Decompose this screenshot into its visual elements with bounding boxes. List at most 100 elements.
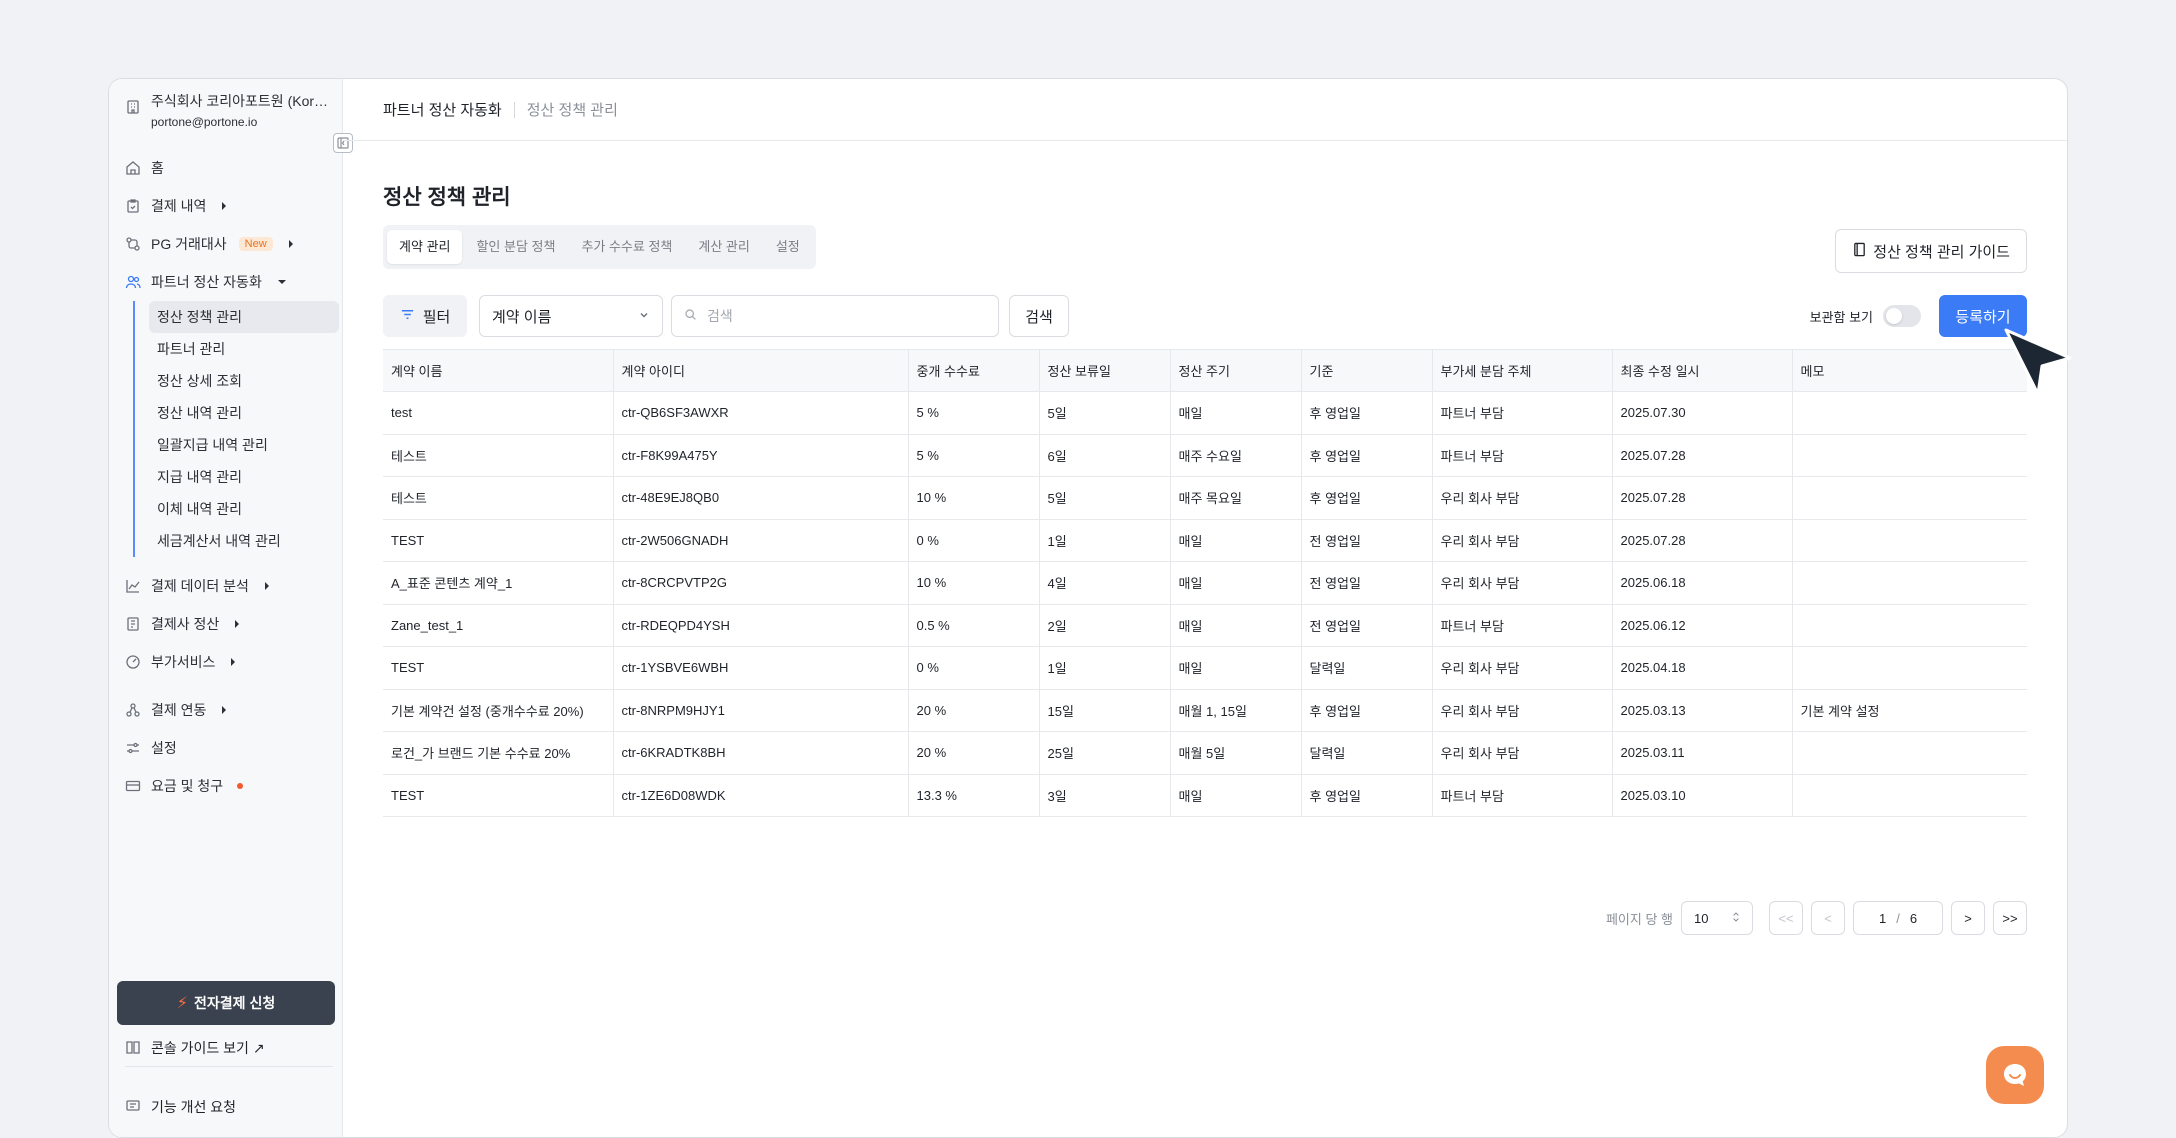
cell-memo	[1792, 646, 2027, 690]
cell-id: ctr-6KRADTK8BH	[613, 731, 909, 775]
col-memo[interactable]: 메모	[1792, 349, 2027, 392]
apply-payment-button[interactable]: ⚡ 전자결제 신청	[117, 981, 335, 1025]
tab-settings[interactable]: 설정	[775, 239, 800, 254]
tab-discount[interactable]: 할인 분담 정책	[476, 239, 556, 254]
policy-guide-button[interactable]: 정산 정책 관리 가이드	[1835, 229, 2027, 273]
tab-extra-fee[interactable]: 추가 수수료 정책	[581, 239, 673, 254]
sub-item-payout[interactable]: 지급 내역 관리	[157, 469, 243, 485]
col-hold-days[interactable]: 정산 보류일	[1039, 349, 1171, 392]
last-page-button[interactable]: >>	[1993, 901, 2027, 935]
nav-settlement[interactable]: 결제사 정산	[125, 605, 339, 643]
console-window: 주식회사 코리아포트원 (Korea PortOne) portone@port…	[108, 78, 2068, 1138]
col-updated[interactable]: 최종 수정 일시	[1612, 349, 1793, 392]
search-field-select[interactable]: 계약 이름	[479, 295, 663, 337]
next-page-button[interactable]: >	[1951, 901, 1985, 935]
col-fee[interactable]: 중개 수수료	[908, 349, 1040, 392]
cell-id: ctr-48E9EJ8QB0	[613, 476, 909, 520]
feedback-link[interactable]: 기능 개선 요청	[125, 1088, 236, 1126]
console-guide-link[interactable]: 콘솔 가이드 보기 ↗	[125, 1029, 265, 1067]
col-cycle[interactable]: 정산 주기	[1170, 349, 1302, 392]
search-button[interactable]: 검색	[1009, 295, 1069, 337]
col-basis[interactable]: 기준	[1301, 349, 1433, 392]
new-badge: New	[238, 237, 273, 251]
nav-analytics[interactable]: 결제 데이터 분석	[125, 567, 339, 605]
table-row[interactable]: TEST ctr-2W506GNADH 0 % 1일 매일 전 영업일 우리 회사 부담 20…	[383, 519, 2027, 562]
cell-cycle: 매일	[1170, 604, 1302, 647]
archive-toggle[interactable]	[1883, 305, 1921, 327]
tab-calculation[interactable]: 계산 관리	[698, 239, 750, 254]
sub-item-transfer[interactable]: 이체 내역 관리	[157, 501, 243, 517]
table-row[interactable]: Zane_test_1 ctr-RDEQPD4YSH 0.5 % 2일 매일 전 영업일 파…	[383, 604, 2027, 647]
prev-page-button[interactable]: <	[1811, 901, 1845, 935]
sub-item-policy[interactable]: 정산 정책 관리	[149, 301, 339, 333]
cell-vat: 파트너 부담	[1432, 391, 1613, 435]
cell-updated: 2025.03.11	[1612, 731, 1793, 775]
org-switcher[interactable]: 주식회사 코리아포트원 (Korea PortOne) portone@port…	[125, 91, 335, 131]
table-row[interactable]: A_표준 콘텐츠 계약_1 ctr-8CRCPVTP2G 10 % 4일 매일 전 영업일…	[383, 561, 2027, 605]
sub-item-history[interactable]: 정산 내역 관리	[157, 405, 243, 421]
cell-hold: 25일	[1039, 731, 1171, 775]
cell-cycle: 매일	[1170, 391, 1302, 435]
nav-home[interactable]: 홈	[125, 149, 339, 187]
filter-icon	[400, 307, 415, 326]
nav-partner[interactable]: 파트너 정산 자동화	[125, 263, 339, 301]
book-icon	[1852, 242, 1867, 261]
table-row[interactable]: 테스트 ctr-48E9EJ8QB0 10 % 5일 매주 목요일 후 영업일 우리 회사 …	[383, 476, 2027, 520]
table-row[interactable]: 테스트 ctr-F8K99A475Y 5 % 6일 매주 수요일 후 영업일 파트너 부담 2…	[383, 434, 2027, 477]
table-row[interactable]: TEST ctr-1YSBVE6WBH 0 % 1일 매일 달력일 우리 회사 부담 2025…	[383, 646, 2027, 690]
col-contract-name[interactable]: 계약 이름	[383, 349, 614, 392]
sub-item-bulk[interactable]: 일괄지급 내역 관리	[157, 437, 268, 453]
rows-per-page-select[interactable]: 10	[1681, 901, 1753, 935]
nav-integration[interactable]: 결제 연동	[125, 691, 339, 729]
cell-vat: 우리 회사 부담	[1432, 561, 1613, 605]
col-contract-id[interactable]: 계약 아이디	[613, 349, 909, 392]
chat-support-button[interactable]	[1986, 1046, 2044, 1104]
cell-hold: 4일	[1039, 561, 1171, 605]
register-button[interactable]: 등록하기	[1939, 295, 2027, 337]
page-indicator[interactable]: 1 / 6	[1853, 901, 1943, 935]
nav-addons[interactable]: 부가서비스	[125, 643, 339, 681]
cell-basis: 후 영업일	[1301, 434, 1433, 477]
clipboard-icon	[125, 198, 141, 214]
nav-addons-label: 부가서비스	[151, 654, 216, 670]
nav-analytics-label: 결제 데이터 분석	[151, 578, 249, 594]
nav-pg[interactable]: PG 거래대사 New	[125, 225, 339, 263]
nav-spacer	[125, 681, 339, 691]
tab-contracts[interactable]: 계약 관리	[387, 230, 463, 264]
nav-settings[interactable]: 설정	[125, 729, 339, 767]
cell-memo	[1792, 476, 2027, 520]
message-icon	[125, 1098, 141, 1117]
nav-payments[interactable]: 결제 내역	[125, 187, 339, 225]
table-row[interactable]: TEST ctr-1ZE6D08WDK 13.3 % 3일 매일 후 영업일 파트너 부담 2…	[383, 774, 2027, 817]
sub-item-detail[interactable]: 정산 상세 조회	[157, 373, 243, 389]
sub-item-partners[interactable]: 파트너 관리	[157, 341, 226, 357]
table-row[interactable]: test ctr-QB6SF3AWXR 5 % 5일 매일 후 영업일 파트너 부담 2025…	[383, 391, 2027, 435]
cell-cycle: 매일	[1170, 646, 1302, 690]
nav-home-label: 홈	[151, 160, 164, 176]
cell-hold: 15일	[1039, 689, 1171, 732]
cell-vat: 우리 회사 부담	[1432, 731, 1613, 775]
table-row[interactable]: 로건_가 브랜드 기본 수수료 20% ctr-6KRADTK8BH 20 % 25일…	[383, 731, 2027, 775]
caret-right-icon	[264, 582, 269, 590]
search-field-value: 계약 이름	[492, 308, 552, 326]
cell-memo	[1792, 434, 2027, 477]
cell-memo: 기본 계약 설정	[1792, 689, 2027, 732]
breadcrumb-parent[interactable]: 파트너 정산 자동화	[383, 102, 502, 119]
first-page-button[interactable]: <<	[1769, 901, 1803, 935]
cell-updated: 2025.03.13	[1612, 689, 1793, 732]
cell-fee: 5 %	[908, 391, 1040, 435]
filter-button[interactable]: 필터	[383, 295, 467, 337]
table-row[interactable]: 기본 계약건 설정 (중개수수료 20%) ctr-8NRPM9HJY1 20 % 1…	[383, 689, 2027, 732]
sidebar-collapse-button[interactable]	[333, 133, 353, 153]
current-page: 1	[1878, 910, 1887, 926]
building-icon	[125, 99, 141, 115]
search-input[interactable]	[707, 308, 967, 324]
cell-id: ctr-F8K99A475Y	[613, 434, 909, 477]
col-vat[interactable]: 부가세 분담 주체	[1432, 349, 1613, 392]
sub-item-tax[interactable]: 세금계산서 내역 관리	[157, 533, 281, 549]
nav-billing[interactable]: 요금 및 청구	[125, 767, 339, 805]
cell-fee: 0 %	[908, 519, 1040, 562]
archive-label: 보관함 보기	[1809, 309, 1873, 325]
partner-submenu: 정산 정책 관리 파트너 관리 정산 상세 조회 정산 내역 관리 일괄지급 내…	[133, 301, 339, 557]
cell-cycle: 매일	[1170, 561, 1302, 605]
